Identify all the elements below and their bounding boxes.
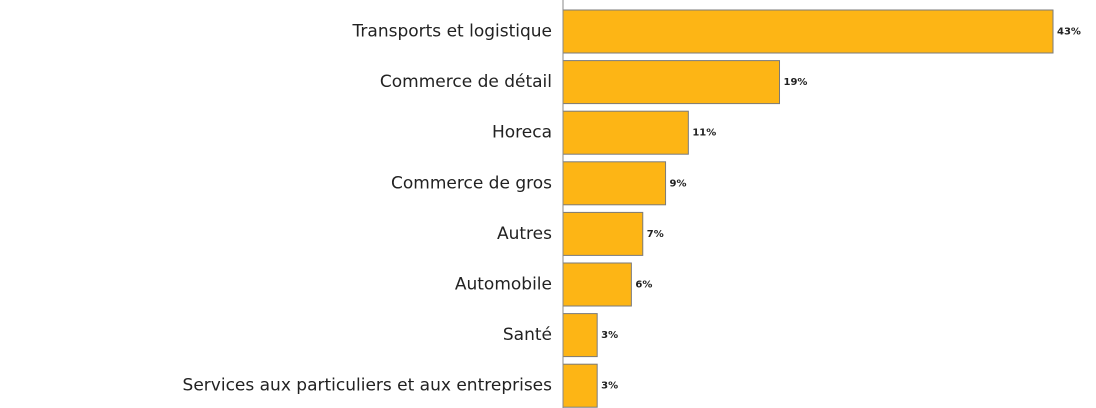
category-label: Transports et logistique xyxy=(352,22,552,42)
value-label: 11% xyxy=(692,128,716,139)
category-label: Commerce de détail xyxy=(380,72,552,92)
category-label: Autres xyxy=(497,224,552,244)
value-label: 43% xyxy=(1057,27,1081,38)
value-label: 6% xyxy=(635,280,652,291)
category-label: Services aux particuliers et aux entrepr… xyxy=(183,376,553,396)
bar xyxy=(562,60,781,105)
category-label: Commerce de gros xyxy=(391,173,552,193)
value-label: 7% xyxy=(647,229,664,240)
category-label: Automobile xyxy=(455,275,552,295)
bar xyxy=(562,313,598,358)
value-label: 19% xyxy=(784,77,808,88)
bar xyxy=(562,110,689,155)
value-label: 3% xyxy=(601,381,618,392)
value-label: 9% xyxy=(670,178,687,189)
bar xyxy=(562,211,644,256)
bar xyxy=(562,161,667,206)
value-label: 3% xyxy=(601,330,618,341)
bar xyxy=(562,9,1054,54)
bar xyxy=(562,363,598,408)
category-label: Horeca xyxy=(492,123,552,143)
bar xyxy=(562,262,632,307)
category-label: Santé xyxy=(503,325,552,345)
